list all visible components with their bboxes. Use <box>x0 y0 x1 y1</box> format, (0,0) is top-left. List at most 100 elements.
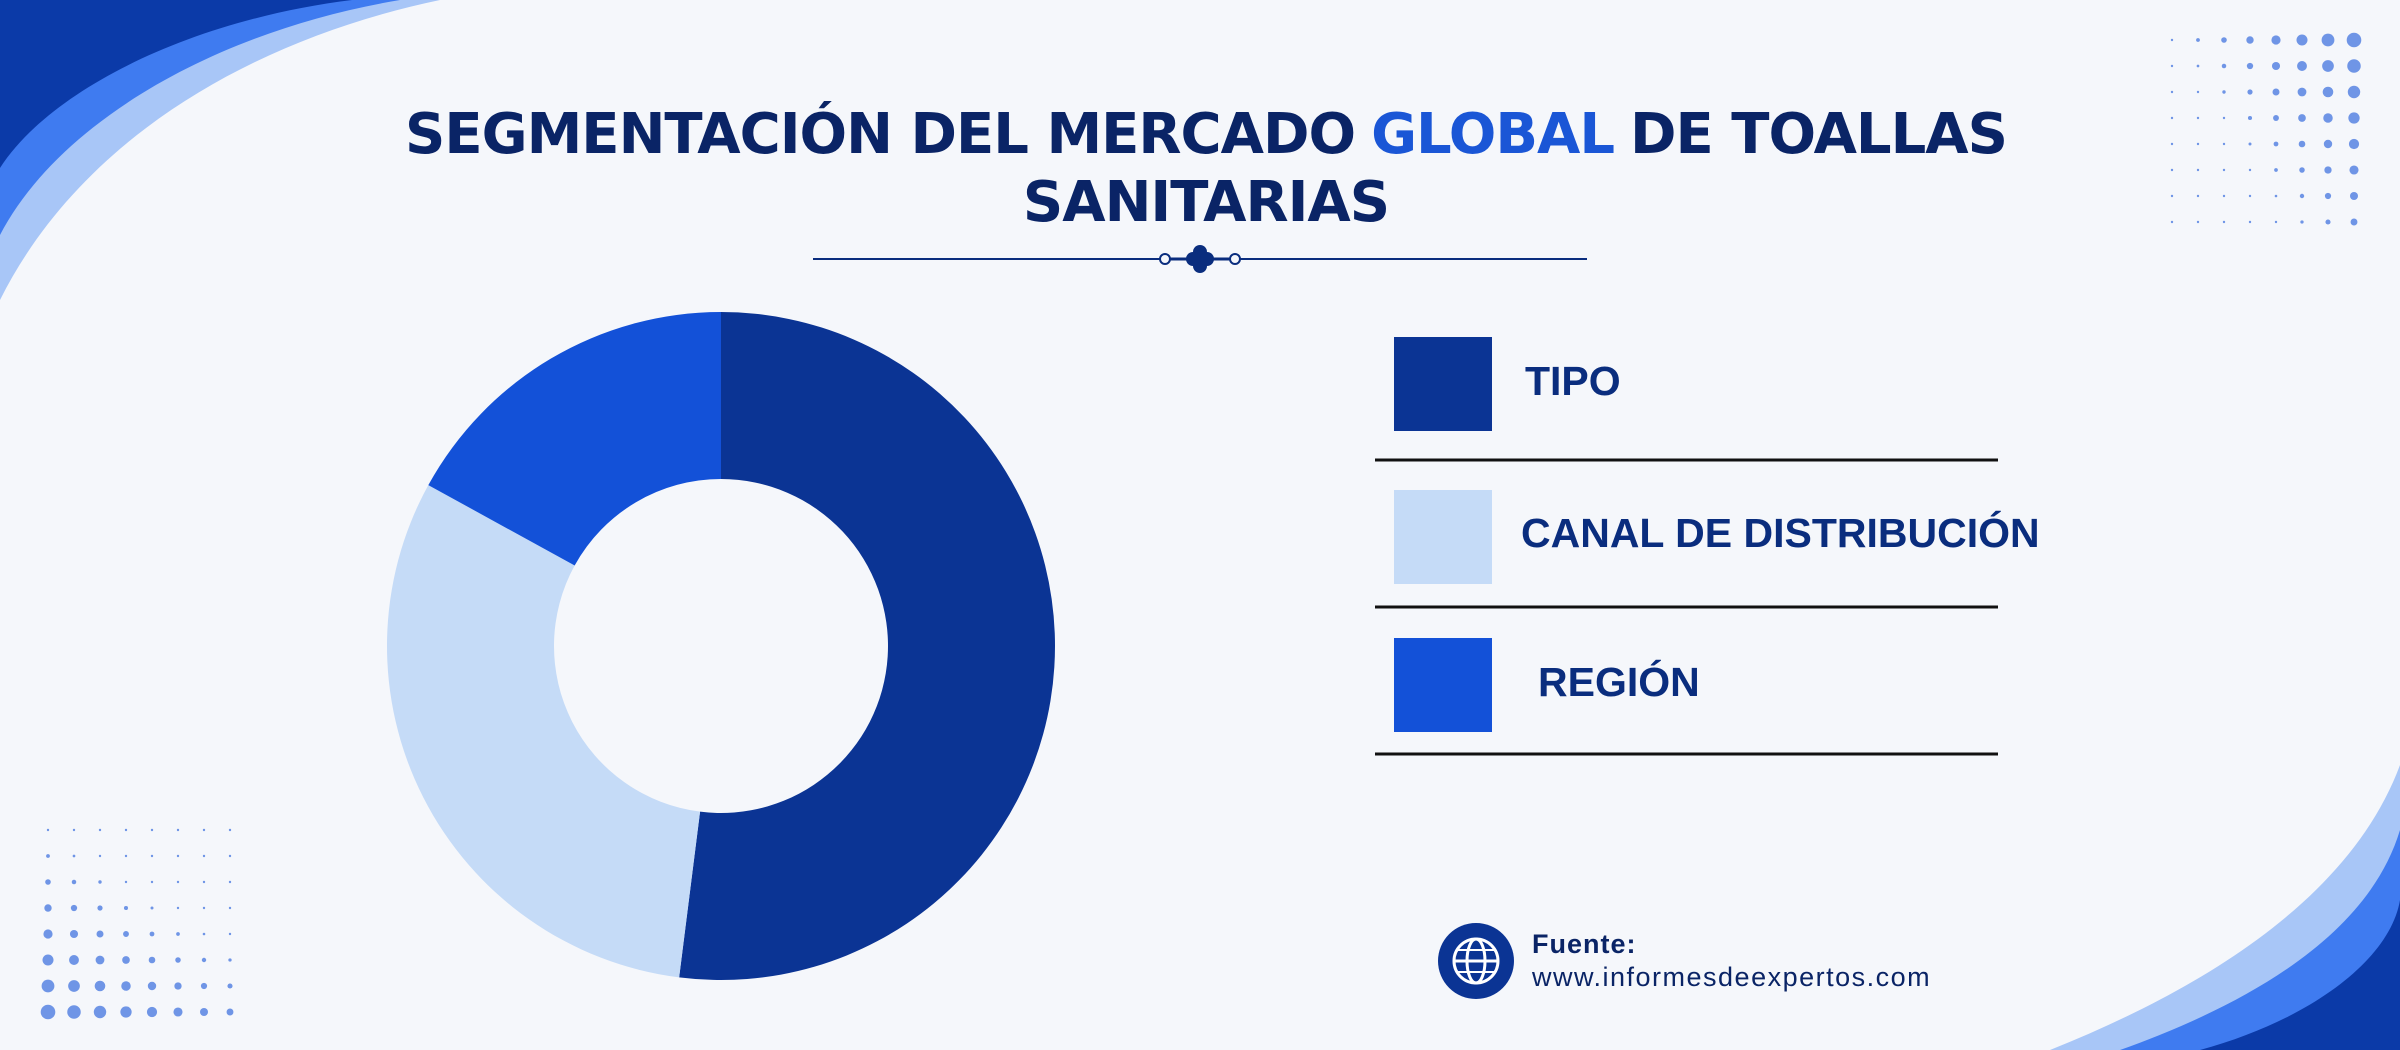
decor-dot <box>2222 168 2226 172</box>
decor-dot <box>2196 194 2200 198</box>
decor-dot <box>202 828 206 832</box>
decor-dot <box>122 956 130 964</box>
decor-dot <box>2222 194 2226 198</box>
decor-dot <box>2346 32 2362 48</box>
decor-dot <box>71 879 77 885</box>
donut-slice <box>679 312 1055 980</box>
decor-dot <box>42 954 54 966</box>
decor-dot <box>41 979 55 993</box>
decor-dot <box>2221 63 2227 69</box>
decor-dot <box>123 931 129 937</box>
decor-swoosh <box>0 0 352 168</box>
decor-dot <box>2348 138 2360 150</box>
decor-dot <box>202 854 206 858</box>
decor-dot <box>228 932 232 936</box>
decor-dot <box>123 905 129 911</box>
decor-dot <box>67 1005 81 1019</box>
decor-dot <box>2248 168 2252 172</box>
decor-dot <box>200 1008 208 1016</box>
decor-dot <box>2246 36 2254 44</box>
decor-dot <box>2248 220 2252 224</box>
decor-dot <box>2196 220 2200 224</box>
decor-dot <box>176 880 180 884</box>
chart-title: SEGMENTACIÓN DEL MERCADO GLOBAL DE TOALLAS <box>405 102 2007 167</box>
decor-dot <box>69 929 79 939</box>
decor-dot <box>202 906 206 910</box>
decor-dot <box>2222 220 2226 224</box>
legend-label: REGIÓN <box>1538 659 1700 705</box>
decor-dot <box>228 854 232 858</box>
decor-dot <box>98 828 102 832</box>
decor-dot <box>2196 116 2200 120</box>
decor-dot <box>2196 64 2200 68</box>
decor-dot <box>43 929 53 939</box>
decor-dot <box>120 1006 132 1018</box>
decor-dot <box>2273 141 2279 147</box>
decor-dot <box>2273 115 2279 121</box>
decor-dot <box>147 981 157 991</box>
ornament <box>1159 245 1241 273</box>
decor-dot <box>150 906 154 910</box>
title-part: SEGMENTACIÓN DEL MERCADO <box>405 102 1355 167</box>
decor-dot <box>2322 86 2334 98</box>
decor-dot <box>46 828 50 832</box>
decor-dot <box>150 880 154 884</box>
decor-dot <box>2322 60 2334 72</box>
decor-dot <box>2323 139 2333 149</box>
decor-dot <box>2347 85 2361 99</box>
chart-title: SANITARIAS <box>1023 170 1389 235</box>
decor-dot <box>228 828 232 832</box>
decor-dot <box>200 982 208 990</box>
decor-swoosh <box>2200 900 2400 1050</box>
decor-dot <box>2247 89 2253 95</box>
legend-label: CANAL DE DISTRIBUCIÓN <box>1521 510 2040 556</box>
decor-dot <box>2222 90 2226 94</box>
decor-dot <box>2248 194 2252 198</box>
decor-dot <box>2300 220 2304 224</box>
decor-dot <box>150 854 154 858</box>
decor-dot <box>2298 114 2306 122</box>
decor-dot <box>2196 168 2200 172</box>
decor-dot <box>68 980 80 992</box>
decor-dot <box>46 854 50 858</box>
decor-dot <box>2274 168 2278 172</box>
decor-dot <box>201 957 207 963</box>
decor-dot <box>2170 142 2174 146</box>
decor-dot <box>226 1008 234 1016</box>
decor-dot <box>2222 142 2226 146</box>
decor-dot <box>176 932 180 936</box>
decor-dot <box>150 828 154 832</box>
donut-slice <box>386 485 701 978</box>
decor-dot <box>72 828 76 832</box>
decor-dot <box>176 828 180 832</box>
decor-dot <box>173 1007 183 1017</box>
decor-dot <box>2170 194 2174 198</box>
decor-dot <box>2299 167 2305 173</box>
decor-dot <box>2271 35 2281 45</box>
decor-dot <box>2297 61 2307 71</box>
decor-dot <box>202 880 206 884</box>
decor-dot <box>2170 220 2174 224</box>
decor-dot <box>149 931 155 937</box>
source-label: Fuente: <box>1532 929 1637 959</box>
decor-dot <box>95 955 105 965</box>
decor-dot <box>2272 88 2280 96</box>
legend-label: TIPO <box>1525 358 1621 404</box>
decor-dot <box>69 955 79 965</box>
decor-dot <box>45 879 51 885</box>
decor-dot <box>2350 192 2358 200</box>
decor-dot <box>176 906 180 910</box>
decor-dot <box>2271 61 2281 71</box>
decor-dot <box>72 854 76 858</box>
decor-dot <box>94 980 106 992</box>
decor-dot <box>2321 33 2335 47</box>
title-highlight: GLOBAL <box>1371 102 1614 167</box>
decor-dot <box>228 958 232 962</box>
decor-dot <box>2222 116 2226 120</box>
decor-dot <box>40 1004 56 1020</box>
donut-slice <box>428 312 721 566</box>
decor-dot <box>2170 64 2174 68</box>
decor-dot <box>228 880 232 884</box>
decor-dot <box>96 930 104 938</box>
